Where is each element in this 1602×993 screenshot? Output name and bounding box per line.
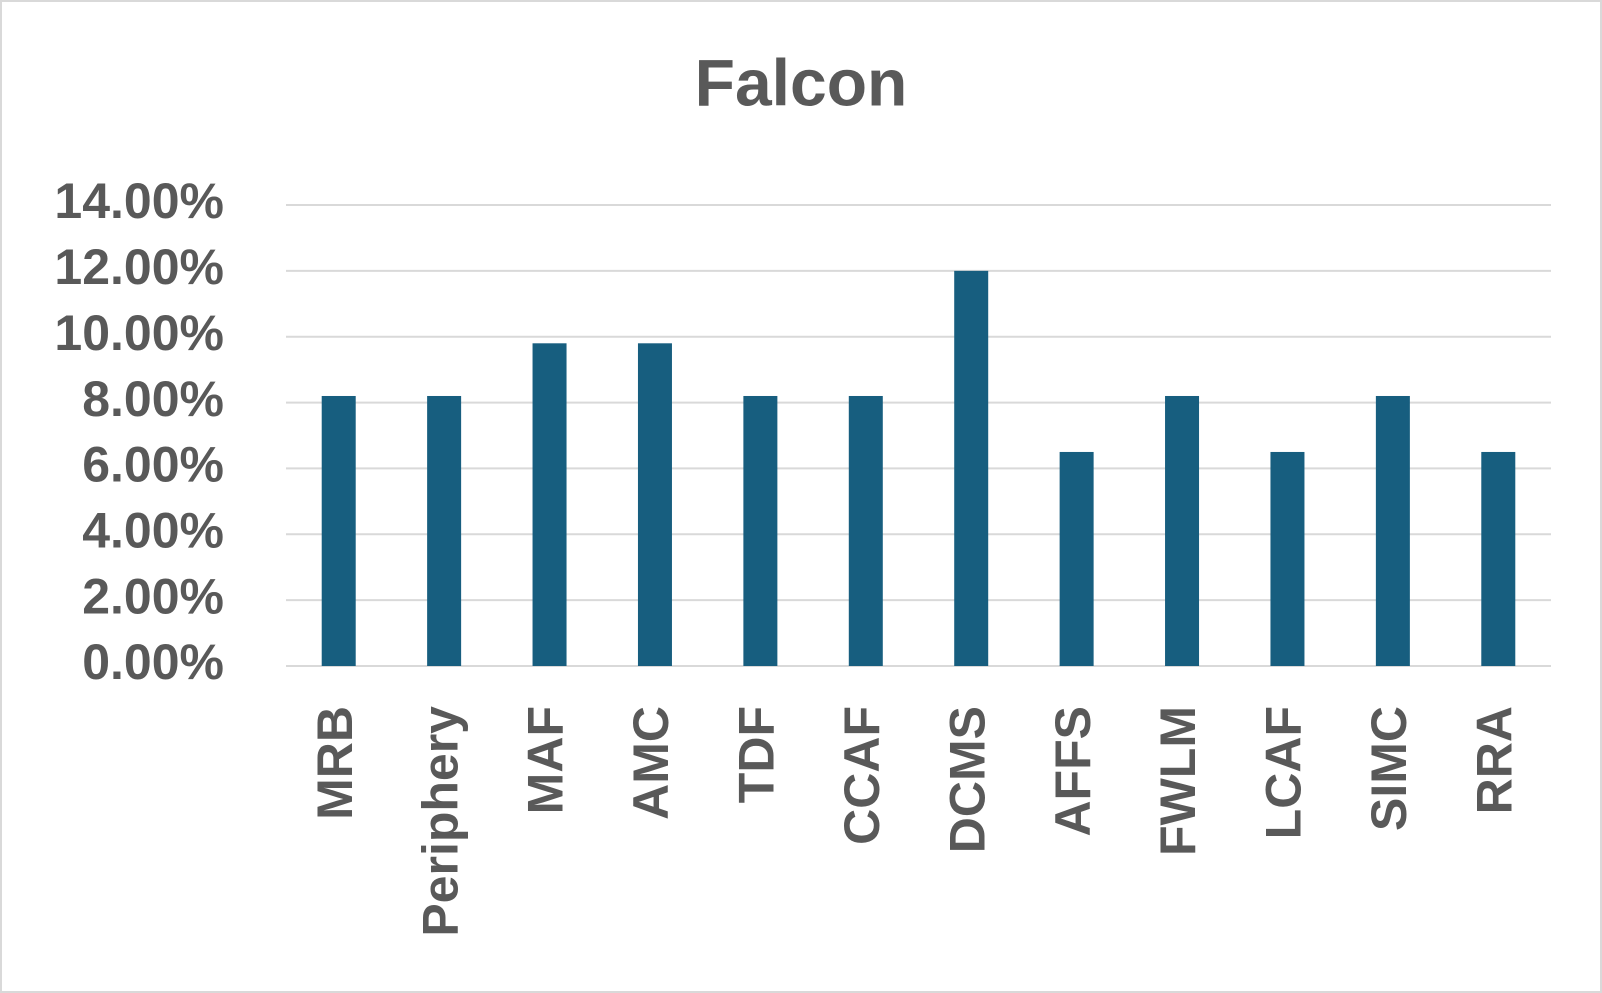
x-tick-label: LCAF xyxy=(1256,706,1312,839)
x-tick-label: AMC xyxy=(623,706,679,820)
x-tick-label: FWLM xyxy=(1150,706,1206,856)
bar xyxy=(532,343,567,666)
bar xyxy=(743,395,778,666)
y-tick-label: 14.00% xyxy=(54,173,224,229)
y-tick-label: 12.00% xyxy=(54,239,224,295)
bar xyxy=(954,270,989,666)
y-tick-label: 0.00% xyxy=(82,634,224,690)
x-tick-label: Periphery xyxy=(412,706,468,937)
y-tick-label: 10.00% xyxy=(54,305,224,361)
y-tick-label: 8.00% xyxy=(82,371,224,427)
x-tick-label: DCMS xyxy=(939,706,995,853)
x-tick-label: SIMC xyxy=(1361,706,1417,831)
x-tick-label: RRA xyxy=(1466,706,1522,814)
x-tick-label: MRB xyxy=(307,706,363,820)
bar xyxy=(1059,451,1094,666)
y-tick-label: 4.00% xyxy=(82,502,224,558)
bar xyxy=(1270,451,1305,666)
y-tick-label: 6.00% xyxy=(82,437,224,493)
x-tick-label: MAF xyxy=(518,706,574,814)
x-tick-label: TDF xyxy=(729,706,785,803)
y-tick-label: 2.00% xyxy=(82,568,224,624)
bar xyxy=(427,395,462,666)
bar xyxy=(321,395,356,666)
bar xyxy=(1375,395,1410,666)
x-tick-label: CCAF xyxy=(834,706,890,845)
bar xyxy=(1481,451,1516,666)
bar xyxy=(637,343,672,666)
bar xyxy=(1165,395,1200,666)
bar xyxy=(848,395,883,666)
x-tick-label: AFFS xyxy=(1045,706,1101,837)
chart-title: Falcon xyxy=(695,45,908,119)
